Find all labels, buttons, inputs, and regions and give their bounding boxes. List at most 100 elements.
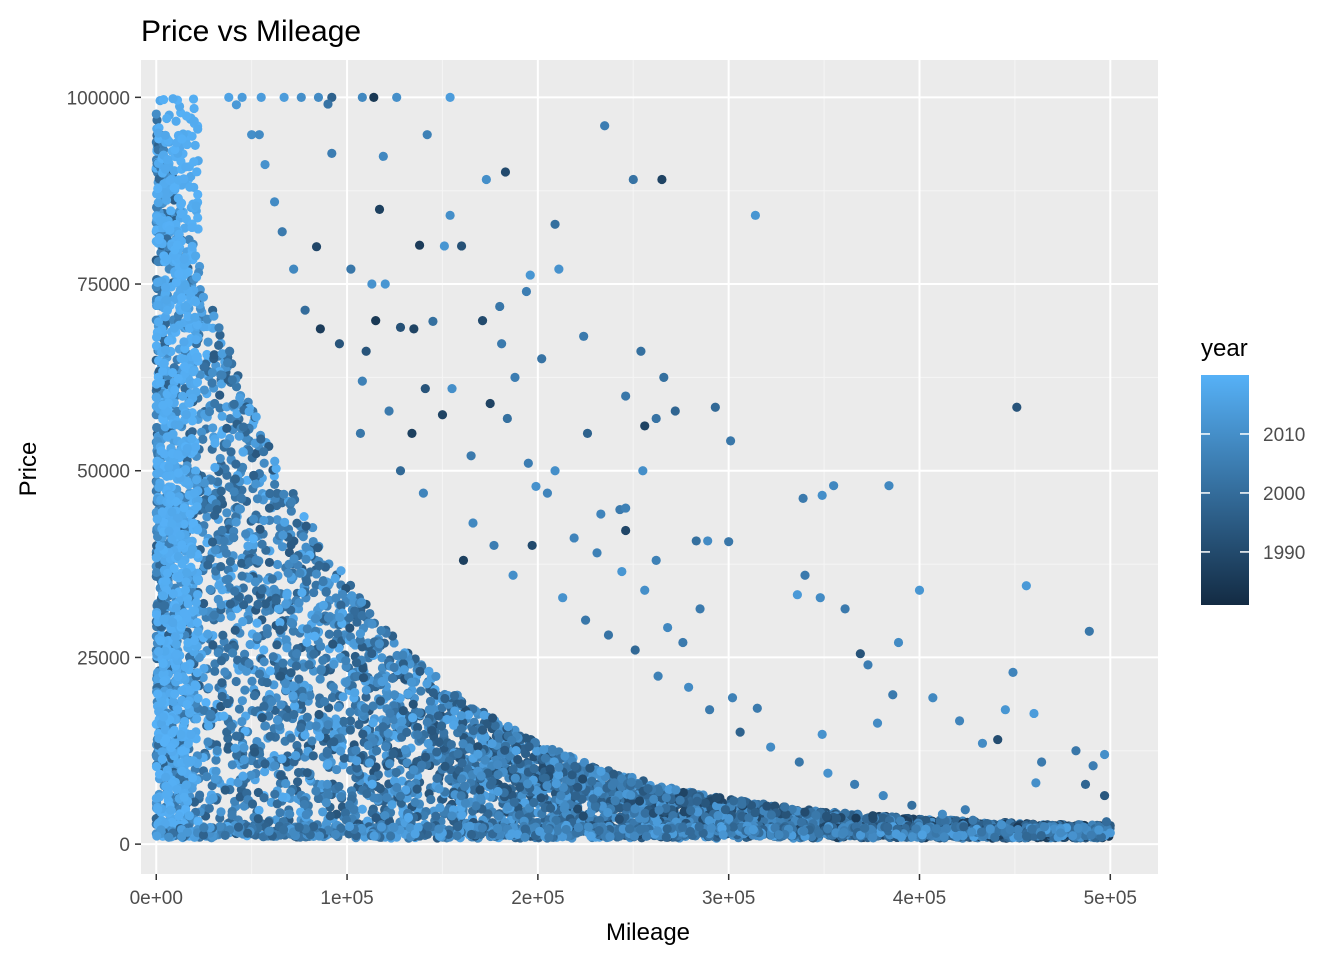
- scatter-point: [233, 655, 243, 665]
- scatter-point: [361, 692, 371, 702]
- scatter-point: [208, 793, 218, 803]
- scatter-point: [331, 764, 342, 775]
- scatter-point: [260, 759, 270, 769]
- scatter-point: [219, 536, 229, 546]
- scatter-point: [194, 652, 204, 663]
- scatter-point: [270, 761, 280, 771]
- scatter-point: [432, 747, 442, 757]
- scatter-point: [540, 753, 551, 763]
- scatter-point: [333, 629, 343, 639]
- scatter-point: [640, 808, 650, 818]
- scatter-point: [573, 782, 583, 792]
- scatter-point: [477, 725, 488, 735]
- scatter-point: [267, 697, 277, 707]
- scatter-point: [323, 720, 333, 730]
- scatter-point: [314, 709, 324, 720]
- scatter-point: [241, 666, 252, 676]
- scatter-point: [365, 608, 375, 619]
- scatter-point: [282, 590, 292, 600]
- scatter-point: [311, 721, 321, 731]
- scatter-point: [302, 712, 312, 722]
- scatter-point: [239, 600, 249, 610]
- scatter-point: [458, 739, 468, 749]
- scatter-point: [305, 691, 315, 701]
- scatter-point: [259, 645, 269, 655]
- scatter-point: [282, 643, 292, 653]
- scatter-point: [579, 757, 590, 768]
- scatter-point: [232, 408, 242, 419]
- scatter-point: [238, 616, 248, 627]
- scatter-point: [202, 486, 212, 497]
- scatter-point: [237, 558, 247, 568]
- scatter-point: [766, 810, 776, 820]
- scatter-point: [372, 746, 382, 756]
- scatter-point: [590, 801, 600, 812]
- scatter-point: [204, 503, 215, 513]
- scatter-point: [608, 769, 619, 779]
- scatter-point: [226, 447, 236, 457]
- scatter-point: [203, 560, 213, 570]
- scatter-point: [275, 808, 285, 818]
- scatter-point: [226, 611, 236, 622]
- scatter-point: [286, 733, 296, 743]
- scatter-point: [427, 726, 437, 736]
- scatter-point: [426, 794, 436, 805]
- scatter-point: [494, 811, 504, 821]
- scatter-point: [293, 767, 304, 778]
- scatter-point: [357, 804, 367, 814]
- scatter-point: [383, 728, 393, 738]
- scatter-point: [214, 323, 224, 333]
- scatter-point: [322, 748, 332, 759]
- scatter-point: [536, 793, 546, 803]
- scatter-point: [213, 648, 223, 658]
- scatter-point: [202, 349, 212, 360]
- scatter-point: [421, 752, 431, 762]
- scatter-point: [215, 453, 225, 464]
- scatter-point: [198, 434, 208, 444]
- scatter-point: [311, 580, 321, 590]
- scatter-point: [231, 459, 241, 469]
- scatter-point: [398, 650, 408, 660]
- scatter-point: [377, 676, 387, 687]
- scatter-point: [358, 729, 368, 739]
- scatter-point: [215, 390, 225, 400]
- scatter-point: [649, 794, 659, 804]
- scatter-point: [211, 755, 221, 765]
- scatter-point: [272, 515, 282, 525]
- scatter-point: [457, 810, 467, 820]
- scatter-point: [277, 542, 288, 552]
- scatter-point: [614, 814, 624, 824]
- scatter-point: [231, 382, 242, 392]
- scatter-point: [424, 666, 434, 676]
- scatter-point: [275, 625, 285, 635]
- scatter-point: [350, 687, 360, 698]
- scatter-point: [567, 770, 577, 780]
- scatter-point: [242, 475, 252, 485]
- scatter-point: [272, 640, 282, 650]
- scatter-point: [339, 716, 349, 726]
- scatter-point: [422, 679, 432, 689]
- scatter-point: [289, 701, 300, 711]
- scatter-point: [553, 770, 564, 780]
- scatter-point: [271, 463, 281, 474]
- scatter-point: [634, 796, 645, 806]
- scatter-point: [228, 648, 238, 658]
- scatter-point: [362, 789, 372, 799]
- scatter-point: [199, 598, 209, 609]
- scatter-point: [587, 776, 597, 786]
- scatter-point: [199, 362, 209, 372]
- scatter-point: [449, 690, 460, 701]
- scatter-point: [410, 797, 420, 807]
- scatter-point: [713, 811, 723, 821]
- scatter-point: [152, 422, 162, 433]
- points-layer: [151, 92, 1115, 843]
- scatter-point: [278, 658, 288, 668]
- scatter-point: [560, 751, 570, 761]
- scatter-point: [216, 486, 226, 496]
- scatter-point: [282, 712, 292, 722]
- scatter-point: [300, 730, 310, 740]
- scatter-point: [270, 479, 280, 490]
- scatter-point: [298, 532, 308, 542]
- scatter-point: [238, 422, 249, 432]
